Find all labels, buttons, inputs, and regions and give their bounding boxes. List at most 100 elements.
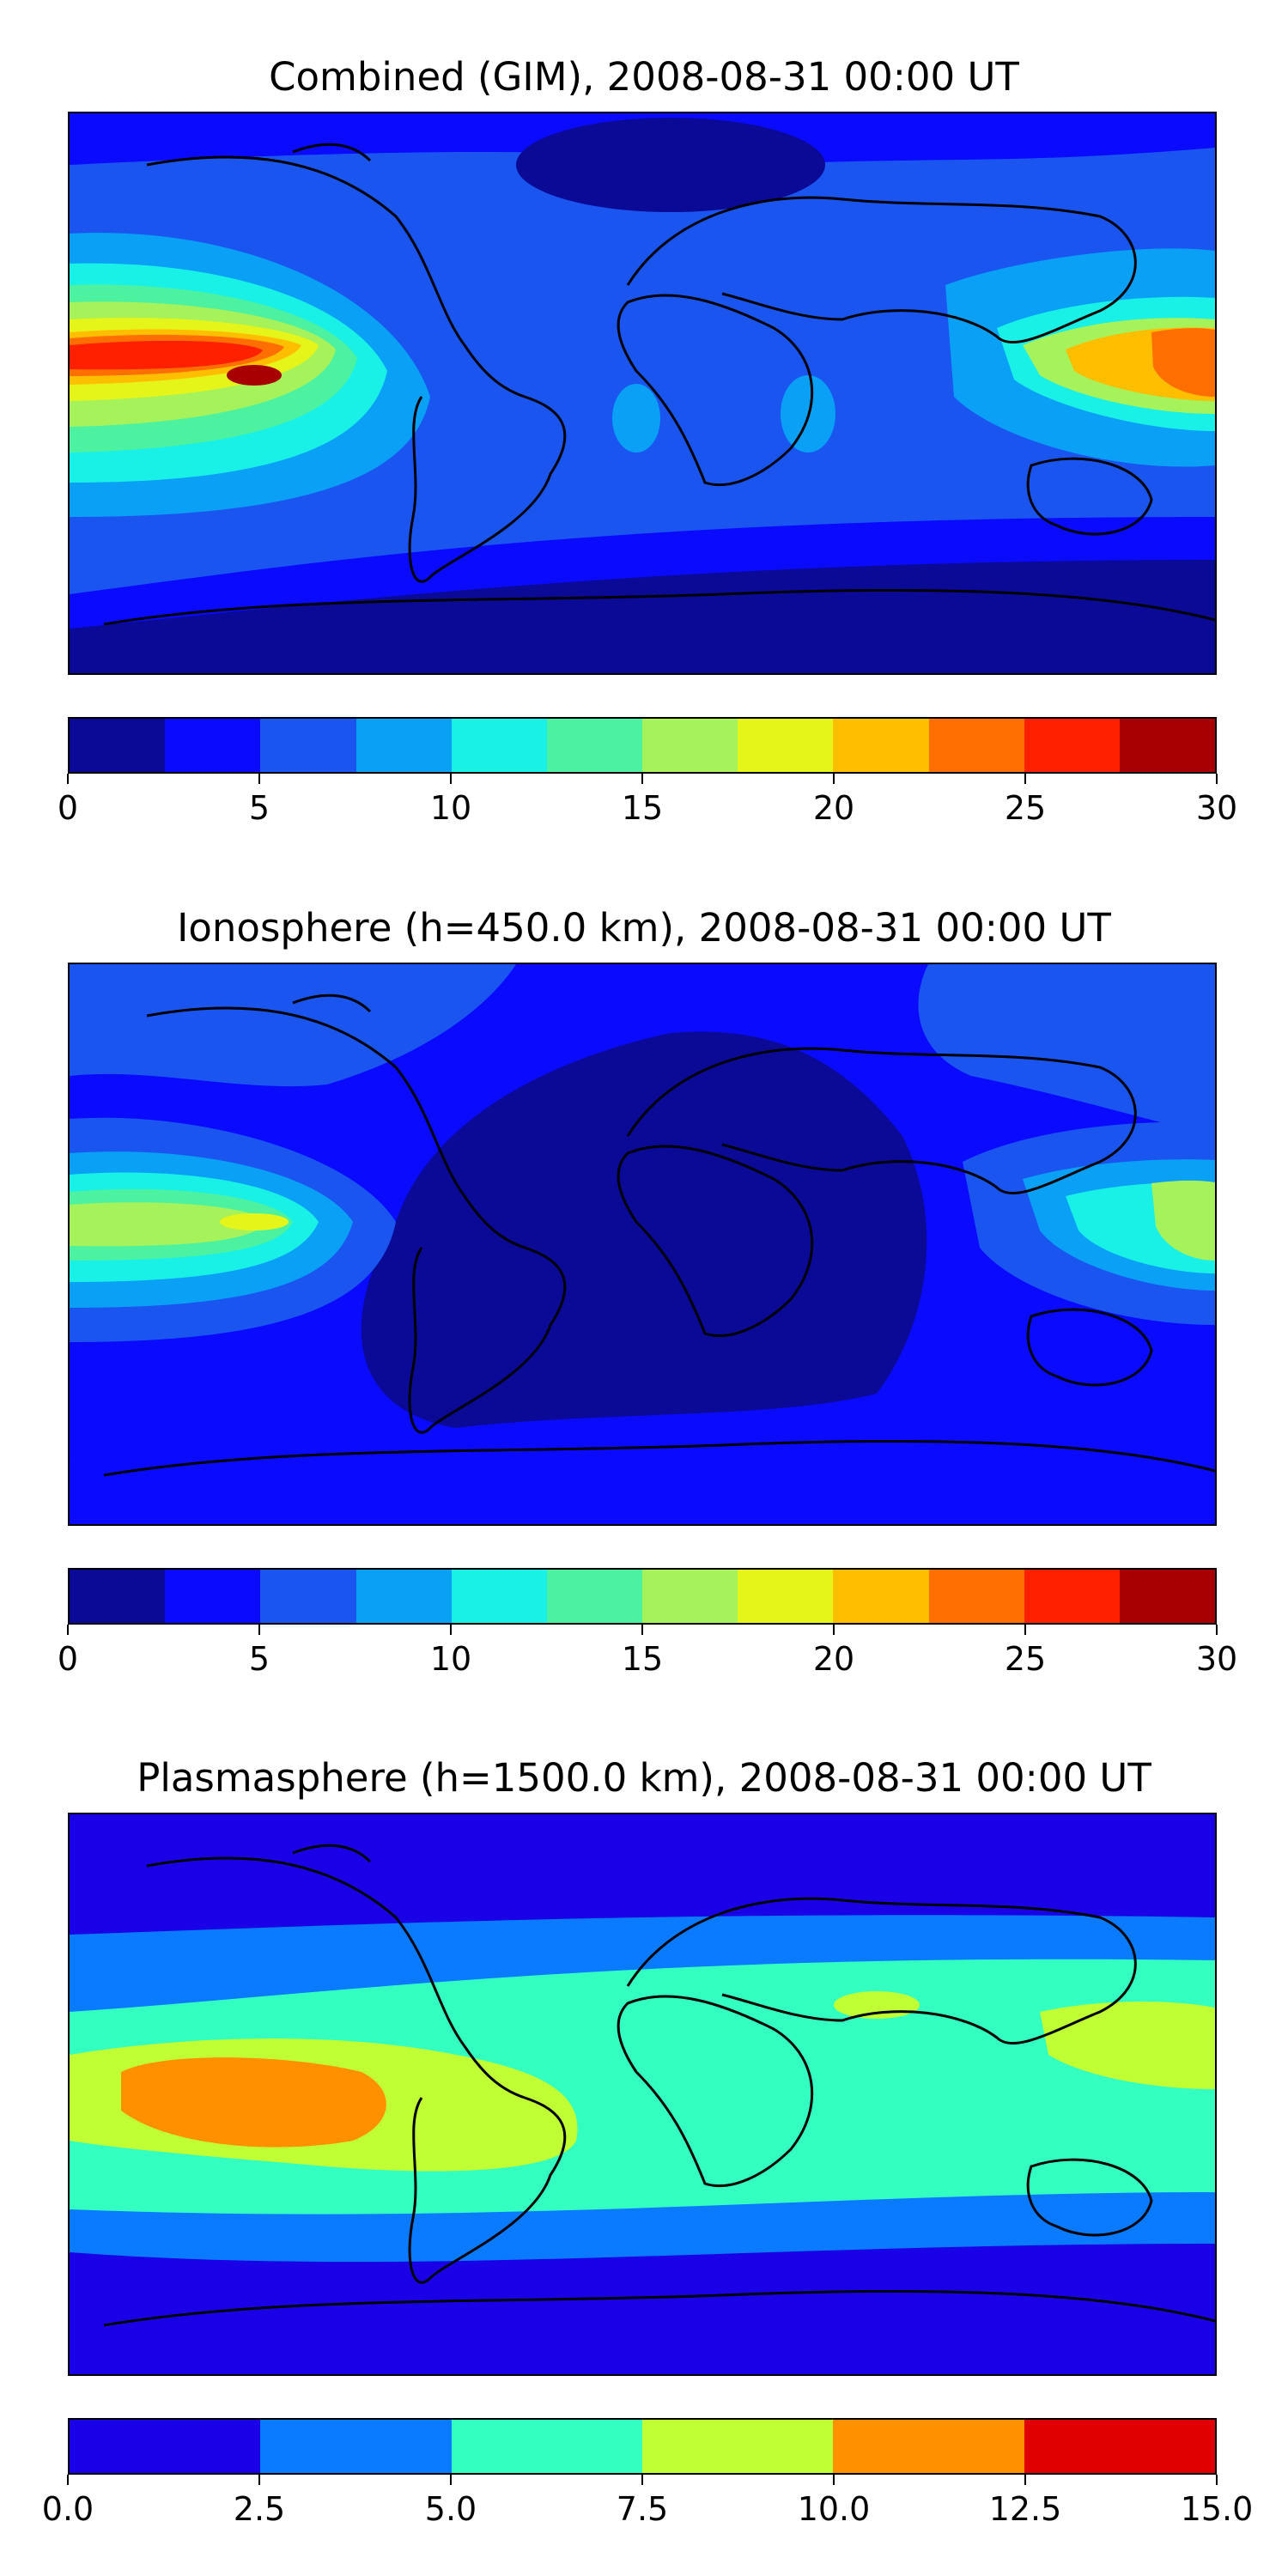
- contour-level: [70, 964, 516, 1087]
- colorbar-segment: [1119, 1570, 1216, 1623]
- coastlines: [103, 993, 1215, 1477]
- colorbar-tick: [1024, 2475, 1026, 2485]
- colorbar-tick-label: 10: [429, 1640, 472, 1678]
- heatmap-svg-combined: [70, 113, 1215, 673]
- contour-level: [834, 1991, 920, 2019]
- colorbar-tick-label: 0: [57, 1640, 79, 1678]
- colorbar-tick: [67, 2475, 69, 2485]
- heatmap-plot: [68, 1813, 1217, 2376]
- contour-level: [220, 1213, 289, 1230]
- colorbar-tick-label: 10: [429, 789, 472, 827]
- colorbar-tick-label: 5: [248, 1640, 270, 1678]
- colorbar-segment: [451, 719, 547, 772]
- colorbar-tick: [67, 1625, 69, 1635]
- colorbar-tick: [67, 774, 69, 784]
- contour-level: [516, 118, 825, 212]
- coastlines: [103, 143, 1215, 626]
- contour-level: [70, 1437, 1215, 1524]
- colorbar-segment: [1119, 719, 1216, 772]
- colorbar-tick: [833, 1625, 835, 1635]
- colorbar-tick: [258, 2475, 260, 2485]
- colorbar-tick: [450, 774, 452, 784]
- colorbar: [68, 1568, 1217, 1625]
- colorbar-tick-label: 20: [812, 1640, 855, 1678]
- colorbar-segment: [833, 719, 929, 772]
- coastlines: [103, 1844, 1215, 2327]
- colorbar-tick: [450, 2475, 452, 2485]
- colorbar-tick-label: 15.0: [1180, 2490, 1254, 2528]
- colorbar-ticks: 0.0 2.5 5.0 7.5 10.0 12.5 15.0: [42, 2475, 1253, 2528]
- chart-title: Ionosphere (h=450.0 km), 2008-08-31 00:0…: [177, 905, 1111, 951]
- colorbar-tick: [641, 2475, 643, 2485]
- colorbar-tick: [450, 1625, 452, 1635]
- colorbar-tick-label: 12.5: [988, 2490, 1062, 2528]
- colorbar-segment: [1024, 1570, 1120, 1623]
- colorbar-segment: [70, 2420, 261, 2473]
- colorbar-segment: [833, 2420, 1024, 2473]
- colorbar-segment: [260, 1570, 356, 1623]
- colorbar-ticks: 0 5 10 15 20 25 30: [58, 1625, 1237, 1678]
- colorbar-tick-label: 20: [812, 789, 855, 827]
- colorbar-segment: [451, 1570, 547, 1623]
- colorbar-tick-label: 2.5: [233, 2490, 286, 2528]
- colorbar-tick-label: 10.0: [797, 2490, 871, 2528]
- colorbar-tick-label: 0.0: [41, 2490, 94, 2528]
- contour-level: [70, 340, 263, 370]
- colorbar-segment: [1024, 2420, 1215, 2473]
- colorbar: [68, 2418, 1217, 2475]
- colorbar-segment: [641, 2420, 834, 2473]
- colorbar-segment: [260, 719, 356, 772]
- colorbar-tick-label: 5.0: [424, 2490, 477, 2528]
- colorbar-tick: [641, 1625, 643, 1635]
- colorbar-tick-label: 30: [1195, 1640, 1238, 1678]
- colorbar-tick: [1216, 774, 1218, 784]
- colorbar-segment: [355, 1570, 452, 1623]
- contour-level: [1040, 2002, 1215, 2089]
- contour-level: [70, 1202, 267, 1247]
- colorbar-tick: [641, 774, 643, 784]
- colorbar-segment: [928, 719, 1024, 772]
- colorbar-segment: [546, 1570, 643, 1623]
- contour-level: [918, 964, 1215, 1136]
- colorbar-tick: [833, 2475, 835, 2485]
- colorbar-segment: [928, 1570, 1024, 1623]
- colorbar-tick: [258, 1625, 260, 1635]
- colorbar-segment: [833, 1570, 929, 1623]
- colorbar-tick: [1216, 2475, 1218, 2485]
- colorbar-tick: [258, 774, 260, 784]
- colorbar-tick-label: 15: [621, 789, 664, 827]
- colorbar-segment: [165, 1570, 261, 1623]
- heatmap-svg-plasmasphere: [70, 1814, 1215, 2374]
- colorbar-segment: [1024, 719, 1120, 772]
- colorbar-segment: [642, 719, 738, 772]
- colorbar-tick-label: 25: [1004, 789, 1047, 827]
- chart-title: Plasmasphere (h=1500.0 km), 2008-08-31 0…: [137, 1755, 1151, 1801]
- colorbar-segment: [451, 2420, 642, 2473]
- colorbar-tick: [1024, 774, 1026, 784]
- colorbar-tick: [833, 774, 835, 784]
- contour-level: [121, 2057, 386, 2148]
- contour-level: [1151, 1180, 1215, 1261]
- colorbar-segment: [355, 719, 452, 772]
- contour-level: [227, 365, 282, 386]
- colorbar-tick: [1216, 1625, 1218, 1635]
- colorbar-tick-label: 7.5: [616, 2490, 669, 2528]
- contour-level: [612, 384, 660, 453]
- contour-level: [70, 560, 1215, 673]
- colorbar: [68, 717, 1217, 774]
- colorbar-segment: [738, 1570, 834, 1623]
- colorbar-segment: [70, 1570, 166, 1623]
- colorbar-tick-label: 0: [57, 789, 79, 827]
- contour-level: [1151, 328, 1215, 397]
- colorbar-tick-label: 30: [1195, 789, 1238, 827]
- colorbar-tick: [1024, 1625, 1026, 1635]
- colorbar-ticks: 0 5 10 15 20 25 30: [58, 774, 1237, 827]
- heatmap-svg-ionosphere: [70, 964, 1215, 1524]
- colorbar-segment: [260, 2420, 452, 2473]
- colorbar-segment: [642, 1570, 738, 1623]
- colorbar-segment: [165, 719, 261, 772]
- colorbar-segment: [70, 719, 166, 772]
- colorbar-segment: [738, 719, 834, 772]
- colorbar-tick-label: 25: [1004, 1640, 1047, 1678]
- colorbar-segment: [546, 719, 643, 772]
